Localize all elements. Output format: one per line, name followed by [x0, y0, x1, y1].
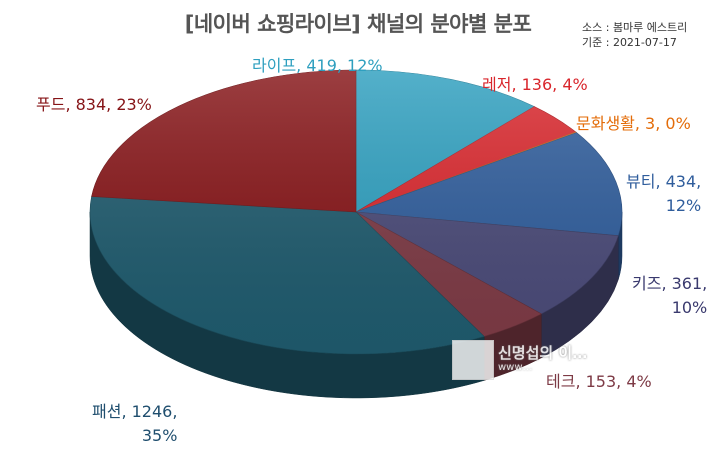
watermark-sub: www…: [498, 362, 533, 373]
slice-label: 키즈, 361, 10%: [632, 274, 708, 317]
source-note: 소스 : 봄마루 에스트리 기준 : 2021-07-17: [582, 20, 687, 50]
date-line: 기준 : 2021-07-17: [582, 36, 677, 49]
watermark-text: 신명섭의 이…: [498, 344, 588, 362]
slice-label: 테크, 153, 4%: [546, 372, 652, 391]
pie-gloss: [90, 70, 622, 354]
slice-label: 문화생활, 3, 0%: [576, 114, 691, 133]
chart-title: [네이버 쇼핑라이브] 채널의 분야별 분포: [184, 12, 532, 36]
slice-label: 뷰티, 434, 12%: [626, 172, 702, 215]
source-line: 소스 : 봄마루 에스트리: [582, 21, 688, 34]
slice-label: 푸드, 834, 23%: [36, 95, 152, 114]
slice-label: 라이프, 419, 12%: [252, 56, 383, 75]
slice-label: 패션, 1246, 35%: [92, 402, 178, 445]
slice-label: 레저, 136, 4%: [482, 75, 588, 94]
pie-top-slices: [89, 69, 623, 355]
watermark-avatar-icon: [452, 340, 494, 380]
watermark: 신명섭의 이… www…: [452, 340, 622, 380]
